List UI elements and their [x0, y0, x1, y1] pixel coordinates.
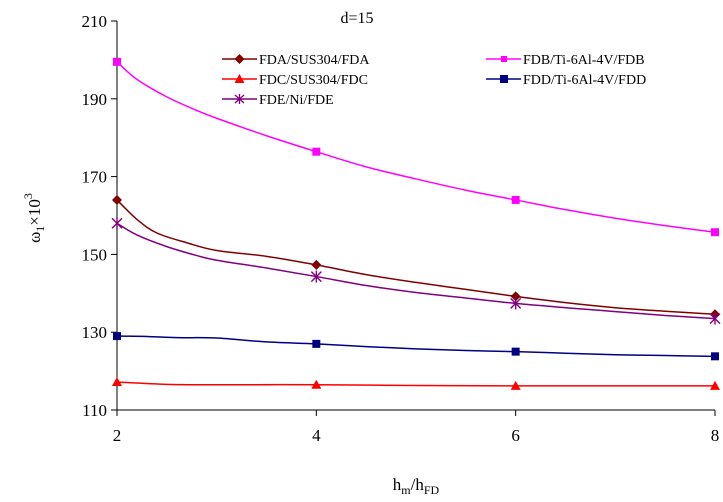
legend-item-fda: FDA/SUS304/FDA [222, 53, 370, 68]
data-point [312, 147, 321, 156]
y-axis-label: ω1×103 [21, 193, 47, 243]
legend-item-fdc: FDC/SUS304/FDC [222, 73, 368, 88]
y-tick-label: 130 [82, 323, 108, 342]
data-point [710, 380, 720, 390]
legend-label-fdb: FDB/Ti-6Al-4V/FDB [523, 53, 645, 68]
y-ticks: 110 130 150 170 190 210 [82, 12, 117, 420]
x-tick-label: 8 [711, 426, 720, 445]
x-axis-label: hm/hFD [393, 475, 440, 497]
data-point [510, 297, 522, 310]
series-line [116, 222, 716, 320]
data-point [511, 347, 520, 356]
series-layer [111, 57, 721, 390]
data-point [510, 380, 521, 390]
y-tick-label: 210 [82, 12, 108, 31]
y-tick-label: 190 [82, 90, 108, 109]
y-tick-label: 170 [82, 168, 108, 187]
data-point [112, 376, 122, 386]
legend-item-fde: FDE/Ni/FDE [222, 93, 334, 108]
data-point [711, 352, 719, 361]
y-tick-label: 150 [82, 245, 108, 264]
legend-label-fdc: FDC/SUS304/FDC [259, 73, 368, 88]
x-tick-label: 2 [113, 426, 122, 445]
series-line [116, 199, 716, 316]
y-tick-label: 110 [82, 401, 107, 420]
data-point [312, 339, 321, 348]
chart-title: d=15 [340, 10, 373, 27]
series-line [116, 381, 715, 387]
data-point [113, 57, 121, 66]
legend: FDA/SUS304/FDA FDB/Ti-6Al-4V/FDB FDC/SUS… [222, 53, 646, 108]
legend-label-fda: FDA/SUS304/FDA [259, 53, 370, 68]
series-2 [113, 57, 719, 237]
legend-label-fde: FDE/Ni/FDE [259, 93, 334, 108]
data-point [112, 194, 122, 205]
legend-item-fdb: FDB/Ti-6Al-4V/FDB [486, 53, 645, 68]
data-point [311, 259, 322, 270]
plot-area [116, 21, 715, 411]
data-point [711, 228, 719, 237]
series-3 [112, 376, 720, 390]
data-point [310, 270, 322, 283]
data-point [709, 312, 721, 325]
legend-item-fdd: FDD/Ti-6Al-4V/FDD [486, 73, 646, 88]
data-point [311, 379, 322, 389]
data-point [511, 195, 520, 204]
x-tick-label: 4 [312, 426, 321, 445]
data-point [113, 332, 121, 341]
legend-label-fdd: FDD/Ti-6Al-4V/FDD [523, 73, 646, 88]
series-line [116, 335, 716, 358]
series-5 [111, 217, 721, 325]
data-point [510, 291, 521, 302]
x-tick-label: 6 [511, 426, 520, 445]
series-line [116, 61, 716, 233]
data-point [111, 217, 123, 230]
x-ticks: 2 4 6 8 [113, 410, 720, 445]
series-4 [113, 332, 719, 361]
